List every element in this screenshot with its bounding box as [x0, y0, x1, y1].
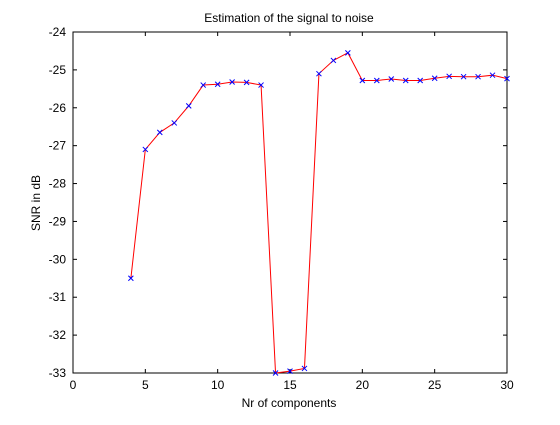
x-tick-label: 30 — [500, 378, 514, 392]
data-point-marker — [200, 82, 207, 88]
data-point-marker — [185, 103, 192, 109]
y-tick-label: -32 — [49, 328, 67, 342]
x-tick-label: 15 — [283, 378, 297, 392]
series-layer — [128, 49, 510, 376]
data-point-marker — [489, 72, 496, 79]
data-point-marker — [316, 70, 322, 77]
y-tick-label: -24 — [49, 25, 67, 39]
x-axis-ticks: 0 5 10 15 20 25 30 — [70, 32, 514, 392]
data-point-marker — [287, 368, 293, 374]
chart-title: Estimation of the signal to noise — [204, 11, 374, 25]
x-tick-label: 10 — [211, 378, 225, 392]
data-point-marker — [345, 49, 351, 56]
data-point-marker — [460, 73, 467, 80]
plot-area-frame — [72, 31, 508, 374]
y-tick-label: -28 — [49, 177, 67, 191]
data-point-marker — [446, 73, 452, 80]
y-tick-label: -29 — [49, 214, 67, 228]
data-point-marker — [431, 75, 438, 82]
data-point-marker — [258, 82, 264, 88]
data-point-marker — [214, 81, 221, 88]
data-point-marker — [359, 77, 366, 84]
data-point-marker — [229, 79, 235, 85]
data-point-marker — [243, 79, 250, 86]
y-tick-label: -27 — [49, 139, 67, 153]
x-tick-label: 5 — [142, 378, 149, 392]
data-point-marker — [504, 75, 510, 82]
data-point-marker — [272, 370, 279, 376]
x-tick-label: 25 — [428, 378, 442, 392]
y-axis-ticks: -24 -25 -26 -27 -28 -29 -30 -31 -32 -33 — [49, 25, 507, 380]
y-tick-label: -26 — [49, 101, 67, 115]
data-point-marker — [388, 76, 395, 82]
x-axis-label: Nr of components — [242, 396, 337, 410]
data-point-marker — [171, 120, 178, 126]
data-point-marker — [475, 73, 481, 80]
data-point-marker — [330, 57, 337, 64]
data-point-marker — [156, 129, 163, 136]
data-point-marker — [142, 146, 149, 153]
y-tick-label: -30 — [49, 252, 67, 266]
data-point-marker — [417, 77, 424, 84]
data-point-marker — [402, 77, 409, 84]
y-axis-label: SNR in dB — [29, 175, 43, 231]
x-tick-label: 0 — [70, 378, 77, 392]
x-tick-label: 20 — [356, 378, 370, 392]
data-point-marker — [301, 365, 308, 372]
data-point-marker — [128, 275, 134, 282]
data-point-marker — [373, 77, 380, 84]
y-tick-label: -31 — [49, 290, 67, 304]
y-tick-label: -33 — [49, 366, 67, 380]
y-tick-label: -25 — [49, 63, 67, 77]
